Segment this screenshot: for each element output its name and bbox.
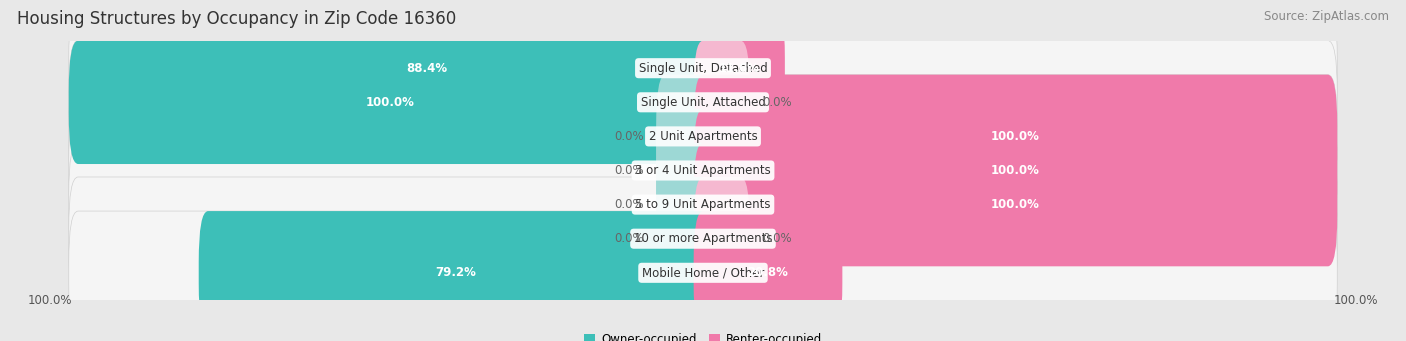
FancyBboxPatch shape	[69, 6, 1337, 130]
Text: 0.0%: 0.0%	[762, 96, 792, 109]
FancyBboxPatch shape	[693, 6, 785, 130]
Text: 3 or 4 Unit Apartments: 3 or 4 Unit Apartments	[636, 164, 770, 177]
FancyBboxPatch shape	[693, 177, 749, 300]
FancyBboxPatch shape	[657, 143, 713, 266]
FancyBboxPatch shape	[693, 41, 749, 164]
Text: Mobile Home / Other: Mobile Home / Other	[641, 266, 765, 279]
FancyBboxPatch shape	[69, 177, 1337, 300]
FancyBboxPatch shape	[657, 177, 713, 300]
Text: 100.0%: 100.0%	[366, 96, 415, 109]
Text: Single Unit, Attached: Single Unit, Attached	[641, 96, 765, 109]
Text: 0.0%: 0.0%	[614, 130, 644, 143]
FancyBboxPatch shape	[69, 143, 1337, 266]
Text: 11.6%: 11.6%	[718, 62, 759, 75]
Text: 100.0%: 100.0%	[28, 294, 73, 307]
Text: 2 Unit Apartments: 2 Unit Apartments	[648, 130, 758, 143]
FancyBboxPatch shape	[693, 109, 1337, 232]
Text: 100.0%: 100.0%	[991, 130, 1040, 143]
FancyBboxPatch shape	[657, 109, 713, 232]
Text: 100.0%: 100.0%	[1333, 294, 1378, 307]
FancyBboxPatch shape	[657, 75, 713, 198]
FancyBboxPatch shape	[69, 41, 713, 164]
FancyBboxPatch shape	[69, 75, 1337, 198]
Text: 20.8%: 20.8%	[748, 266, 789, 279]
Legend: Owner-occupied, Renter-occupied: Owner-occupied, Renter-occupied	[579, 329, 827, 341]
FancyBboxPatch shape	[69, 211, 1337, 335]
Text: 0.0%: 0.0%	[614, 164, 644, 177]
FancyBboxPatch shape	[69, 109, 1337, 232]
FancyBboxPatch shape	[141, 6, 713, 130]
FancyBboxPatch shape	[693, 143, 1337, 266]
Text: Housing Structures by Occupancy in Zip Code 16360: Housing Structures by Occupancy in Zip C…	[17, 10, 456, 28]
Text: 100.0%: 100.0%	[991, 198, 1040, 211]
Text: 0.0%: 0.0%	[614, 198, 644, 211]
Text: 100.0%: 100.0%	[991, 164, 1040, 177]
Text: 79.2%: 79.2%	[434, 266, 477, 279]
FancyBboxPatch shape	[693, 211, 842, 335]
Text: 0.0%: 0.0%	[762, 232, 792, 245]
FancyBboxPatch shape	[69, 41, 1337, 164]
FancyBboxPatch shape	[693, 75, 1337, 198]
Text: 0.0%: 0.0%	[614, 232, 644, 245]
FancyBboxPatch shape	[198, 211, 713, 335]
Text: Single Unit, Detached: Single Unit, Detached	[638, 62, 768, 75]
Text: 88.4%: 88.4%	[406, 62, 447, 75]
Text: 5 to 9 Unit Apartments: 5 to 9 Unit Apartments	[636, 198, 770, 211]
Text: Source: ZipAtlas.com: Source: ZipAtlas.com	[1264, 10, 1389, 23]
Text: 10 or more Apartments: 10 or more Apartments	[634, 232, 772, 245]
